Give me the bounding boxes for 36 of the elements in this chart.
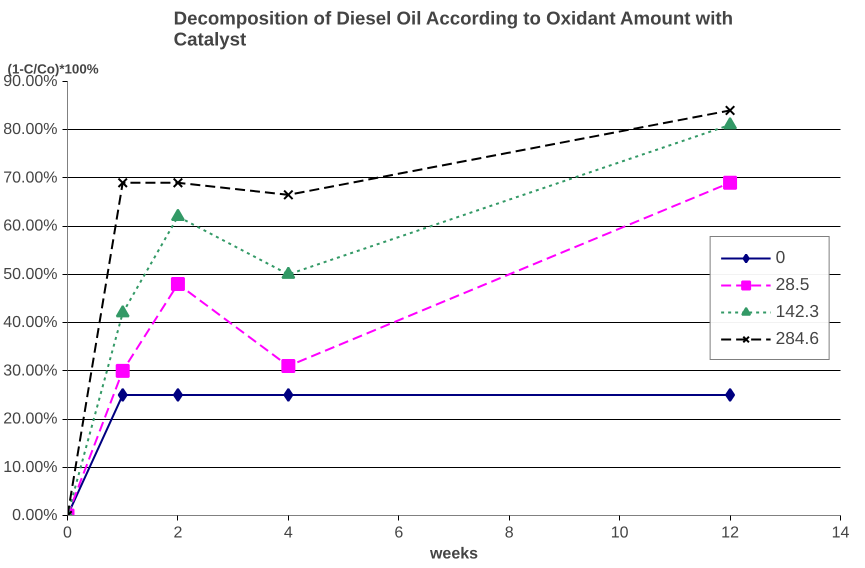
chart-title: Decomposition of Diesel Oil According to Oxidant Amount with Catalyst xyxy=(174,8,733,50)
legend-label: 284.6 xyxy=(776,328,819,349)
point xyxy=(172,178,184,188)
point xyxy=(724,105,736,116)
x-tick-label: 2 xyxy=(173,524,182,542)
x-axis-title: weeks xyxy=(428,546,478,562)
x-tick-label: 8 xyxy=(504,524,514,542)
x-tick-label: 10 xyxy=(610,524,629,542)
point xyxy=(725,388,736,402)
y-tick-label: 0.00% xyxy=(12,507,58,524)
y-tick-label: 80.00% xyxy=(3,121,58,138)
x-tick-label: 6 xyxy=(394,524,404,542)
point xyxy=(116,364,130,378)
point xyxy=(170,277,185,292)
y-tick-label: 50.00% xyxy=(3,266,58,283)
y-tick-label: 20.00% xyxy=(3,410,58,428)
y-tick-label: 60.00% xyxy=(3,218,58,235)
y-axis-title: (1-C/Co)*100% xyxy=(8,62,99,76)
legend-label: 28.5 xyxy=(776,274,810,295)
y-tick-label: 40.00% xyxy=(3,314,58,332)
y-tick-label: 70.00% xyxy=(3,169,58,186)
point xyxy=(281,359,296,374)
point xyxy=(723,176,738,190)
point xyxy=(172,388,183,402)
legend-label: 0 xyxy=(776,247,786,268)
point xyxy=(117,178,128,188)
x-tick-label: 12 xyxy=(721,524,740,542)
point xyxy=(118,388,128,402)
y-tick-label: 30.00% xyxy=(3,362,58,380)
x-tick-label: 0 xyxy=(63,524,72,542)
legend-label: 142.3 xyxy=(776,301,819,322)
x-tick-label: 14 xyxy=(832,524,850,542)
point xyxy=(283,190,294,200)
y-tick-label: 10.00% xyxy=(3,458,58,476)
point xyxy=(283,388,294,402)
x-tick-label: 4 xyxy=(284,524,293,542)
